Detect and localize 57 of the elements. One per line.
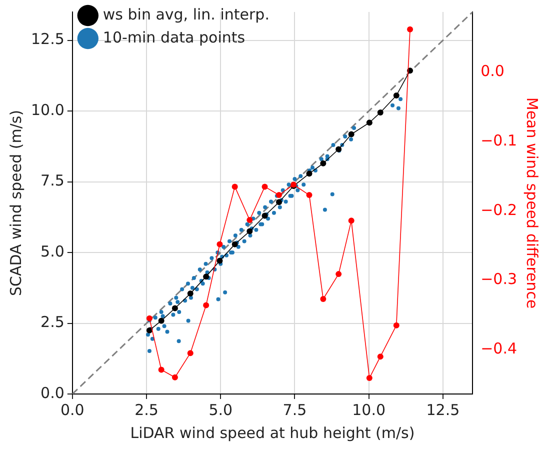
point — [276, 192, 282, 198]
y2-tick-label: −0.1 — [480, 132, 518, 150]
point — [393, 322, 400, 328]
point — [393, 92, 400, 98]
x-tick-label: 0.0 — [60, 400, 84, 419]
point — [377, 354, 384, 360]
point — [246, 228, 253, 234]
point — [262, 184, 268, 190]
point — [232, 184, 238, 190]
x-tick-label: 12.5 — [426, 400, 460, 419]
x-tick-label: 7.5 — [282, 400, 307, 419]
point — [348, 131, 354, 138]
point — [306, 170, 312, 177]
point — [203, 274, 210, 280]
y-tick-label: 12.5 — [30, 30, 64, 48]
x-tick-label: 2.5 — [134, 400, 158, 419]
y-tick-label: 7.5 — [40, 172, 64, 190]
point — [336, 146, 342, 152]
point — [146, 327, 152, 334]
point — [276, 199, 282, 206]
x-tick-label: 5.0 — [208, 400, 233, 419]
x-tick-label: 10.0 — [352, 400, 386, 419]
point — [306, 192, 312, 198]
point — [336, 271, 342, 278]
y-tick-label: 2.5 — [40, 313, 64, 332]
point — [203, 302, 210, 308]
y2-tick-label: −0.4 — [480, 340, 518, 358]
point — [320, 160, 326, 166]
y2-tick-label: 0.0 — [480, 62, 504, 80]
point — [216, 241, 223, 248]
point — [146, 315, 152, 322]
point — [216, 258, 223, 264]
point — [232, 241, 238, 248]
point — [246, 216, 253, 223]
point — [172, 305, 178, 312]
y-tick-label: 0.0 — [40, 384, 64, 402]
y-tick-label: 5.0 — [40, 242, 64, 260]
legend-label: 10-min data points — [102, 28, 246, 46]
point — [377, 109, 384, 116]
y-axis-title: SCADA wind speed (m/s) — [6, 110, 25, 296]
y-tick-label: 10.0 — [30, 100, 64, 119]
point — [158, 366, 164, 373]
point — [187, 350, 194, 356]
point — [366, 120, 372, 126]
y2-axis-title: Mean wind speed difference — [523, 97, 542, 309]
legend-label: ws bin avg, lin. interp. — [102, 5, 270, 24]
x-axis-title: LiDAR wind speed at hub height (m/s) — [130, 424, 415, 442]
y2-tick-label: −0.3 — [480, 270, 518, 288]
y2-tick-label: −0.2 — [480, 200, 518, 219]
point — [172, 374, 178, 380]
point — [262, 212, 268, 219]
point — [187, 290, 194, 297]
point — [407, 26, 414, 32]
point — [366, 375, 372, 382]
point — [158, 318, 164, 324]
point — [348, 218, 354, 224]
point — [320, 296, 326, 302]
